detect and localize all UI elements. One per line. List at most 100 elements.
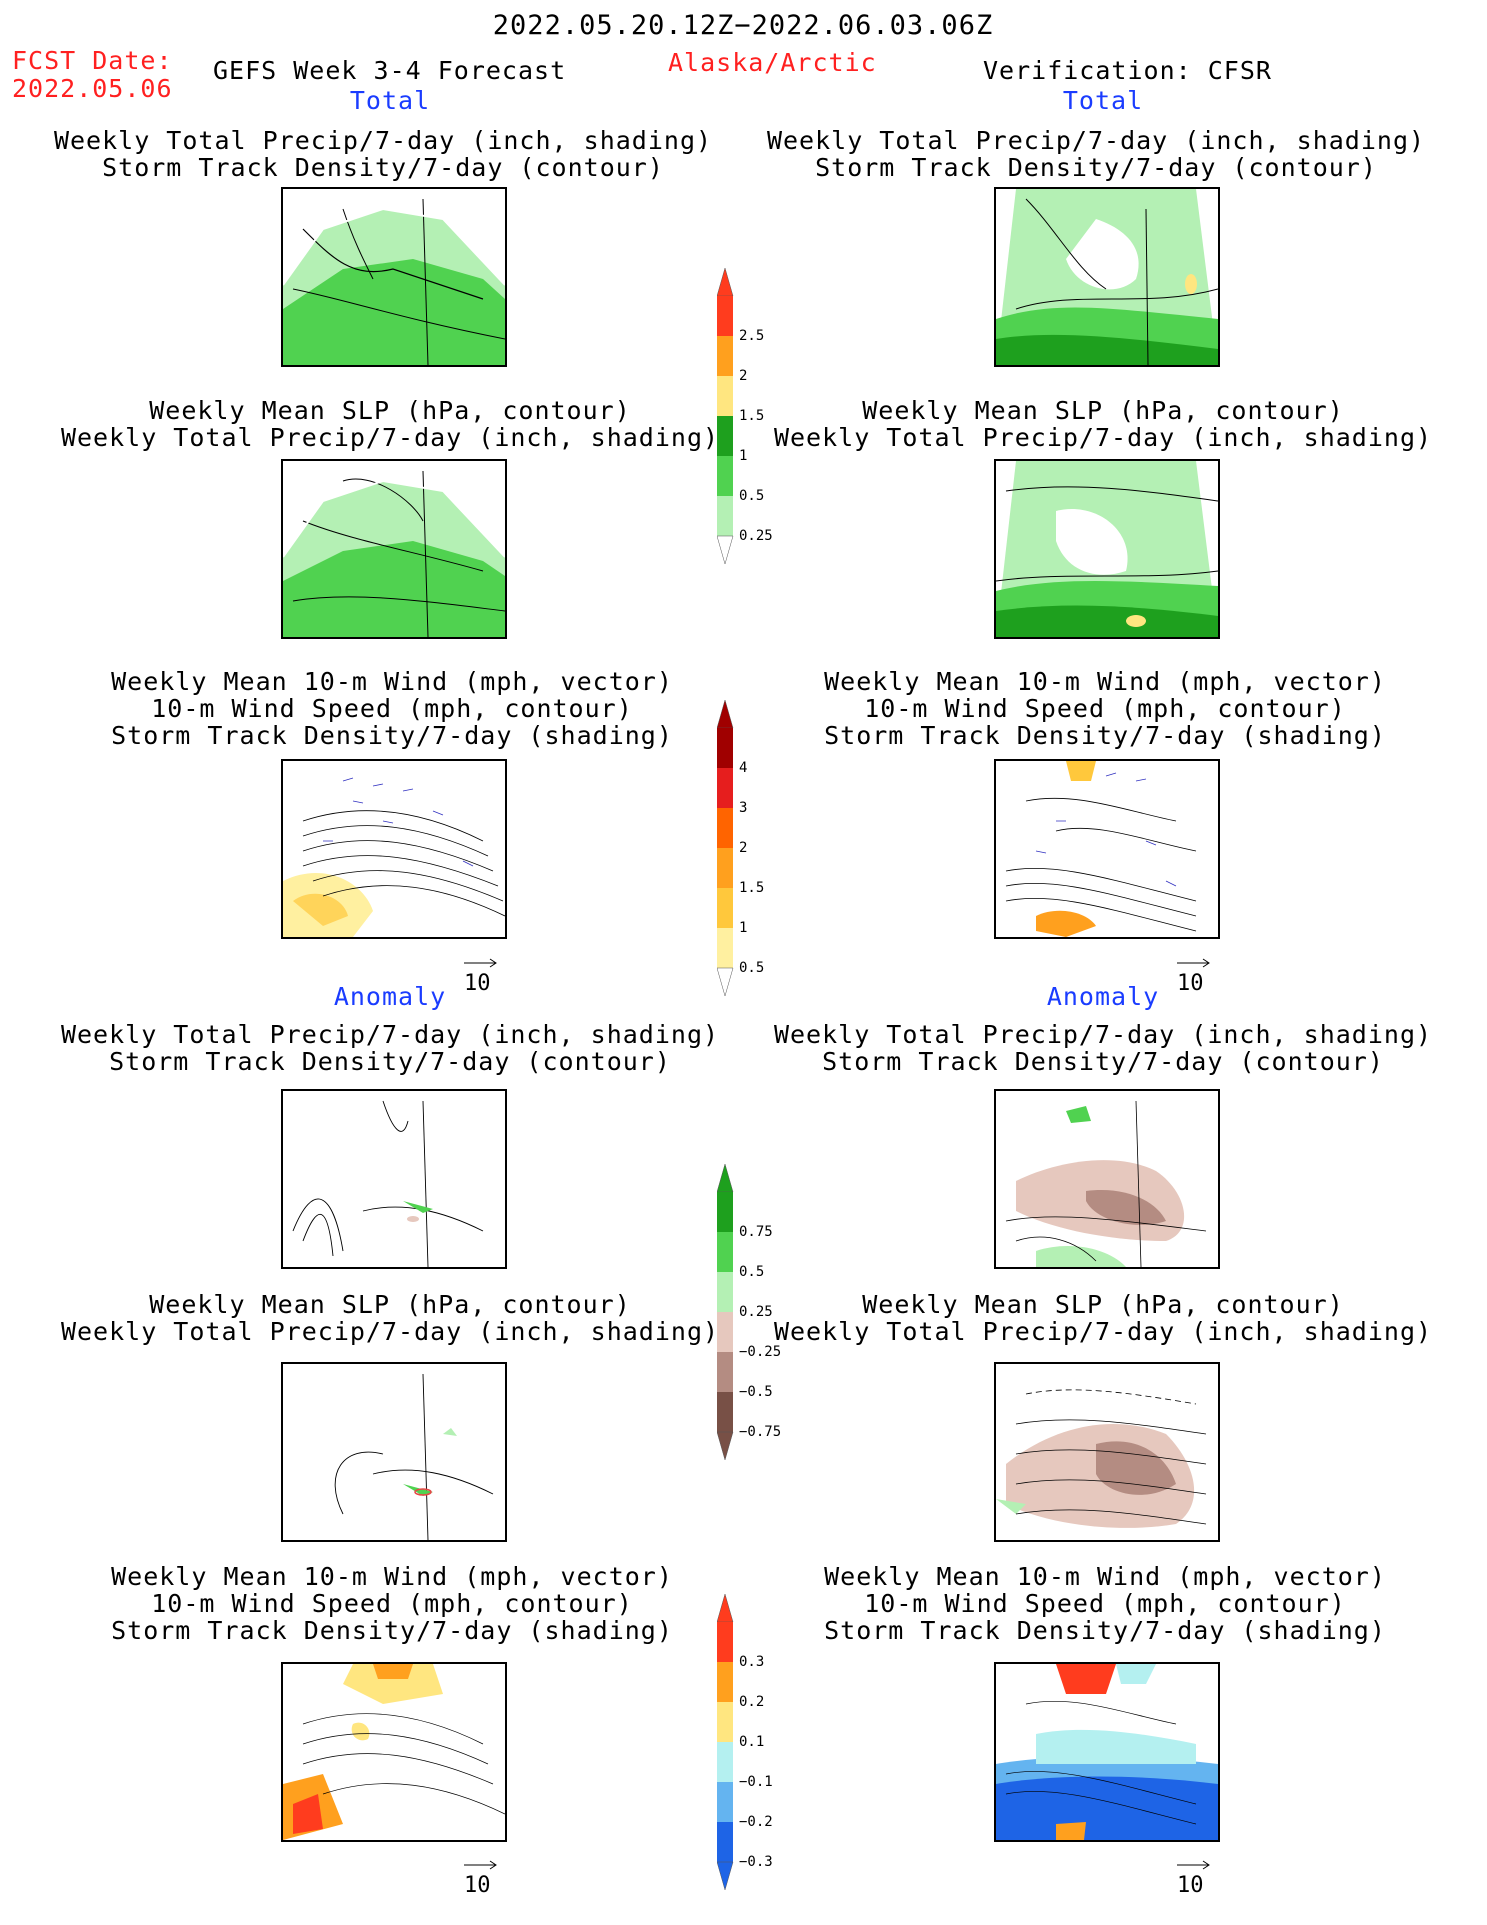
colorbar-tick-label: 1.5 [739, 880, 765, 896]
colorbar-tick-label: 0.5 [739, 1264, 765, 1280]
colorbar-swatch [717, 296, 733, 336]
panel-title-right-5: Weekly Mean SLP (hPa, contour) Weekly Tot… [773, 1290, 1433, 1346]
region-label: Alaska/Arctic [668, 48, 877, 77]
forecast-title: GEFS Week 3-4 Forecast [213, 56, 567, 85]
colorbar-anom-precip: 0.75 0.5 0.25 −0.25 −0.5 −0.75 [717, 1164, 807, 1460]
colorbar-top-tip [717, 700, 734, 729]
section-anomaly-left: Anomaly [333, 982, 447, 1011]
panel-title-right-2: Weekly Mean SLP (hPa, contour) Weekly Tot… [773, 396, 1433, 452]
colorbar-graphic [717, 268, 734, 564]
colorbar-total-track: 4 3 2 1.5 1 0.5 [717, 700, 807, 996]
colorbar-swatch [717, 1822, 733, 1862]
colorbar-tick-label: 3 [739, 800, 748, 816]
colorbar-tick-label: 2 [739, 840, 748, 856]
map-total-precip-forecast [281, 187, 507, 367]
colorbar-tick-label: −0.5 [739, 1384, 773, 1400]
colorbar-swatch [717, 1352, 733, 1392]
map-total-precip-verification [994, 187, 1220, 367]
map-anom-slp-precip-verification [994, 1362, 1220, 1542]
colorbar-swatch [717, 928, 733, 968]
colorbar-swatch [717, 496, 733, 536]
colorbar-swatch [717, 1662, 733, 1702]
colorbar-tick-label: 1.5 [739, 408, 765, 424]
panel-title-right-1: Weekly Total Precip/7-day (inch, shading… [766, 126, 1426, 182]
colorbar-swatch [717, 1232, 733, 1272]
map-wind-track-verification [994, 759, 1220, 939]
colorbar-tick-label: −0.1 [739, 1774, 773, 1790]
colorbar-swatch [717, 336, 733, 376]
map-anom-precip-verification [994, 1089, 1220, 1269]
colorbar-tick-label: 2 [739, 368, 748, 384]
colorbar-bottom-tip [717, 535, 734, 564]
colorbar-tick-label: −0.75 [739, 1424, 782, 1440]
map-anom-slp-precip-forecast [281, 1362, 507, 1542]
panel-title-right-4: Weekly Total Precip/7-day (inch, shading… [773, 1020, 1433, 1076]
panel-title-left-3: Weekly Mean 10-m Wind (mph, vector) 10-m … [111, 667, 673, 750]
panel-title-left-5: Weekly Mean SLP (hPa, contour) Weekly Tot… [60, 1290, 720, 1346]
colorbar-anom-track: 0.3 0.2 0.1 −0.1 −0.2 −0.3 [717, 1594, 807, 1890]
colorbar-tick-label: 1 [739, 448, 748, 464]
colorbar-swatch [717, 728, 733, 768]
colorbar-top-tip [717, 1164, 734, 1193]
colorbar-swatch [717, 1622, 733, 1662]
colorbar-tick-label: 0.25 [739, 528, 773, 544]
colorbar-swatch [717, 1272, 733, 1312]
colorbar-swatch [717, 1782, 733, 1822]
colorbar-swatch [717, 1392, 733, 1432]
colorbar-swatch [717, 888, 733, 928]
section-total-left: Total [349, 86, 431, 115]
colorbar-bottom-tip [717, 1861, 734, 1890]
colorbar-tick-label: 1 [739, 920, 748, 936]
colorbar-swatch [717, 1742, 733, 1782]
colorbar-tick-label: 4 [739, 760, 748, 776]
map-anom-wind-track-verification [994, 1662, 1220, 1842]
panel-title-left-6: Weekly Mean 10-m Wind (mph, vector) 10-m … [111, 1562, 673, 1645]
colorbar-swatch [717, 1192, 733, 1232]
colorbar-swatch [717, 1702, 733, 1742]
verification-label: Verification: CFSR [983, 56, 1272, 85]
fcst-date-label: FCST Date: [12, 46, 173, 75]
date-range-title: 2022.05.20.12Z−2022.06.03.06Z [492, 10, 994, 41]
colorbar-bottom-tip [717, 1431, 734, 1460]
colorbar-tick-label: 0.3 [739, 1654, 765, 1670]
colorbar-tick-label: 0.5 [739, 488, 765, 504]
colorbar-swatch [717, 416, 733, 456]
map-anom-precip-forecast [281, 1089, 507, 1269]
section-anomaly-right: Anomaly [1046, 982, 1160, 1011]
colorbar-graphic [717, 700, 734, 996]
colorbar-tick-label: 0.2 [739, 1694, 765, 1710]
panel-title-right-6: Weekly Mean 10-m Wind (mph, vector) 10-m … [824, 1562, 1386, 1645]
colorbar-swatch [717, 768, 733, 808]
colorbar-tick-label: 0.1 [739, 1734, 765, 1750]
map-slp-precip-verification [994, 459, 1220, 639]
vector-ref-left-anomaly: 10 [462, 1857, 502, 1898]
colorbar-tick-label: −0.3 [739, 1854, 773, 1870]
colorbar-bottom-tip [717, 967, 734, 996]
panel-title-left-4: Weekly Total Precip/7-day (inch, shading… [60, 1020, 720, 1076]
fcst-date-value: 2022.05.06 [12, 74, 173, 103]
panel-title-left-1: Weekly Total Precip/7-day (inch, shading… [53, 126, 713, 182]
colorbar-graphic [717, 1594, 734, 1890]
vector-ref-left-total: 10 [462, 955, 502, 996]
colorbar-tick-label: 2.5 [739, 328, 765, 344]
colorbar-tick-label: 0.75 [739, 1224, 773, 1240]
colorbar-total-precip: 2.5 2 1.5 1 0.5 0.25 [717, 268, 807, 564]
colorbar-top-tip [717, 268, 734, 297]
map-anom-wind-track-forecast [281, 1662, 507, 1842]
map-slp-precip-forecast [281, 459, 507, 639]
colorbar-tick-label: −0.2 [739, 1814, 773, 1830]
section-total-right: Total [1062, 86, 1144, 115]
colorbar-tick-label: 0.5 [739, 960, 765, 976]
colorbar-graphic [717, 1164, 734, 1460]
colorbar-top-tip [717, 1594, 734, 1623]
colorbar-swatch [717, 1312, 733, 1352]
vector-ref-right-total: 10 [1175, 955, 1215, 996]
map-wind-track-forecast [281, 759, 507, 939]
vector-ref-right-anomaly: 10 [1175, 1857, 1215, 1898]
colorbar-swatch [717, 456, 733, 496]
colorbar-tick-label: 0.25 [739, 1304, 773, 1320]
colorbar-swatch [717, 808, 733, 848]
colorbar-swatch [717, 376, 733, 416]
panel-title-left-2: Weekly Mean SLP (hPa, contour) Weekly Tot… [60, 396, 720, 452]
panel-title-right-3: Weekly Mean 10-m Wind (mph, vector) 10-m … [824, 667, 1386, 750]
